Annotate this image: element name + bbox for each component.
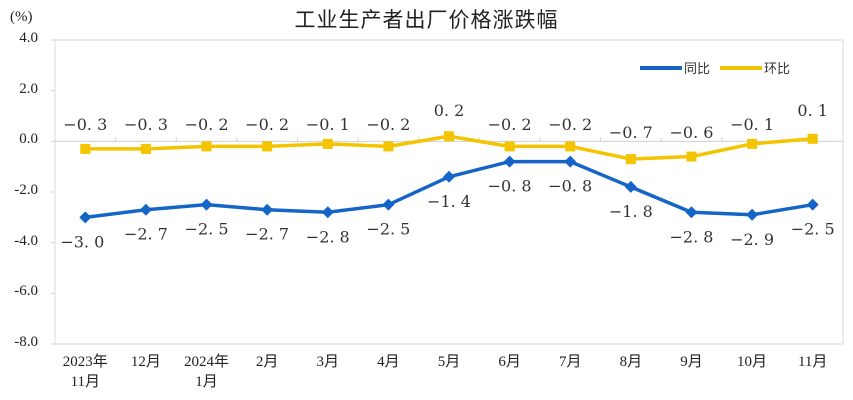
y-axis-unit: (%) xyxy=(10,9,33,25)
diamond-marker-icon xyxy=(624,180,637,193)
diamond-marker-icon xyxy=(746,208,759,221)
chart-title: 工业生产者出厂价格涨跌幅 xyxy=(294,8,559,32)
x-tick-label: 5月 xyxy=(437,354,461,370)
data-label: 0. 1 xyxy=(797,101,828,120)
legend-label-yoy: 同比 xyxy=(684,62,711,77)
x-tick-label: 12月 xyxy=(130,354,161,370)
square-marker-icon xyxy=(565,141,576,152)
diamond-marker-icon xyxy=(261,203,274,216)
square-marker-icon xyxy=(747,138,758,149)
data-label: −0. 1 xyxy=(306,115,350,134)
diamond-marker-icon xyxy=(321,206,334,219)
square-marker-icon xyxy=(80,143,91,154)
data-label: −2. 7 xyxy=(245,225,289,244)
x-tick-label: 2月 xyxy=(255,354,279,370)
data-label: −0. 8 xyxy=(548,177,592,196)
data-label: −0. 2 xyxy=(185,115,229,134)
x-tick-label: 7月 xyxy=(558,354,582,370)
data-label: −0. 2 xyxy=(488,115,532,134)
data-label: −1. 4 xyxy=(427,192,471,211)
legend-swatch-mom xyxy=(720,65,763,70)
x-tick-label: 2023年 11月 xyxy=(62,354,108,390)
y-tick-label: 0.0 xyxy=(19,131,38,148)
data-label: −0. 2 xyxy=(366,115,410,134)
square-marker-icon xyxy=(686,151,697,162)
data-label: −0. 8 xyxy=(488,177,532,196)
data-label: −2. 5 xyxy=(366,220,410,239)
x-tick-label: 3月 xyxy=(316,354,340,370)
diamond-marker-icon xyxy=(806,198,819,211)
x-tick-label: 8月 xyxy=(619,354,643,370)
diamond-marker-icon xyxy=(443,170,455,183)
data-label: −0. 2 xyxy=(245,115,289,134)
x-tick-label: 6月 xyxy=(498,354,521,370)
y-tick-label: -8.0 xyxy=(14,334,38,350)
legend-label-mom: 环比 xyxy=(764,62,791,77)
diamond-marker-icon xyxy=(200,198,213,211)
diamond-marker-icon xyxy=(139,203,152,216)
data-label: −2. 7 xyxy=(124,225,168,244)
legend: 同比 环比 xyxy=(640,58,790,77)
x-tick-label: 4月 xyxy=(377,354,400,370)
data-label: −0. 6 xyxy=(669,123,713,142)
data-label: −1. 8 xyxy=(609,202,653,221)
data-label: −2. 8 xyxy=(306,227,350,246)
diamond-marker-icon xyxy=(685,206,698,219)
square-marker-icon xyxy=(201,141,212,152)
square-marker-icon xyxy=(383,141,394,152)
data-label: −2. 9 xyxy=(730,230,774,249)
data-label: −2. 8 xyxy=(669,227,713,246)
data-label: −0. 3 xyxy=(63,115,107,134)
data-label: −2. 5 xyxy=(791,220,835,239)
square-marker-icon xyxy=(504,141,515,152)
square-marker-icon xyxy=(262,141,273,152)
square-marker-icon xyxy=(807,133,818,144)
data-label: −2. 5 xyxy=(185,220,229,239)
y-tick-label: -6.0 xyxy=(14,283,38,300)
legend-item-mom: 环比 xyxy=(720,58,790,77)
x-tick-label: 9月 xyxy=(680,354,703,370)
y-tick-label: 2.0 xyxy=(19,80,38,97)
x-tick-label: 2024年 1月 xyxy=(184,354,230,390)
data-label: 0. 2 xyxy=(434,101,465,120)
square-marker-icon xyxy=(444,131,454,142)
y-tick-label: 4.0 xyxy=(19,30,38,46)
diamond-marker-icon xyxy=(503,155,516,168)
y-tick-label: -2.0 xyxy=(14,182,38,198)
data-label: −0. 2 xyxy=(548,115,592,134)
x-tick-label: 10月 xyxy=(737,354,768,370)
legend-swatch-yoy xyxy=(640,65,682,70)
square-marker-icon xyxy=(322,138,333,149)
data-label: −0. 3 xyxy=(124,115,168,134)
legend-item-yoy: 同比 xyxy=(640,58,710,77)
diamond-marker-icon xyxy=(382,198,395,211)
square-marker-icon xyxy=(140,143,151,154)
square-marker-icon xyxy=(625,154,636,165)
diamond-marker-icon xyxy=(564,155,577,168)
data-label: −0. 1 xyxy=(730,115,774,134)
data-label: −3. 0 xyxy=(60,232,104,251)
y-tick-label: -4.0 xyxy=(14,232,38,249)
diamond-marker-icon xyxy=(79,211,92,224)
data-label: −0. 7 xyxy=(609,123,653,142)
x-tick-label: 11月 xyxy=(797,354,828,370)
